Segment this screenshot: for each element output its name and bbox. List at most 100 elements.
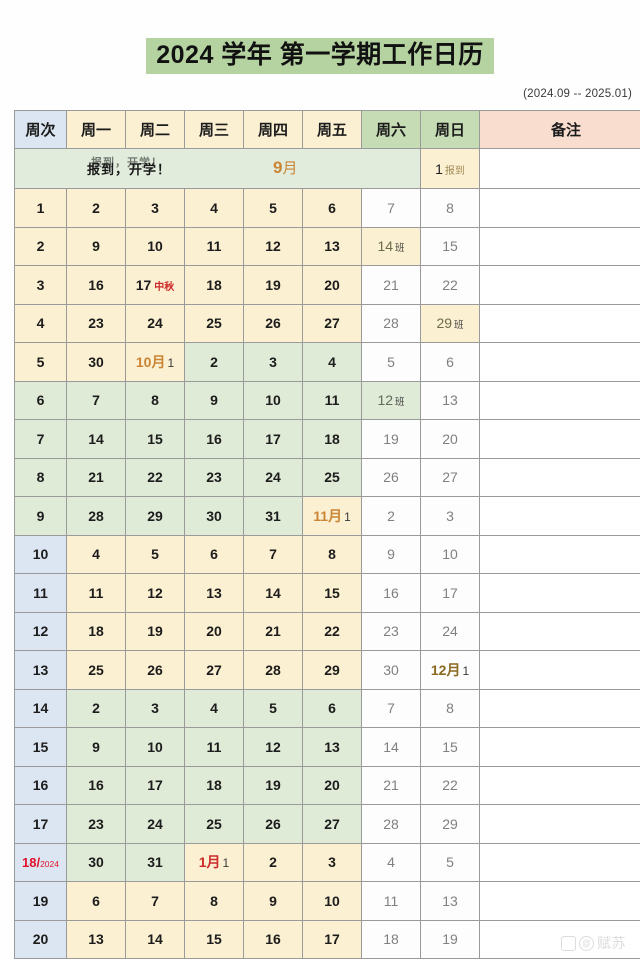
day-cell[interactable]: 16: [361, 573, 421, 613]
day-cell[interactable]: 20: [420, 419, 480, 459]
day-cell[interactable]: 14 班: [361, 226, 421, 266]
day-cell[interactable]: 27: [420, 457, 480, 497]
week-number-cell[interactable]: 14: [14, 688, 67, 728]
day-cell[interactable]: 20: [302, 765, 362, 805]
day-cell[interactable]: 13: [302, 226, 362, 266]
day-cell[interactable]: 26: [243, 303, 303, 343]
week-number-cell[interactable]: 5: [14, 342, 67, 382]
week-number-cell[interactable]: 4: [14, 303, 67, 343]
day-cell[interactable]: 25: [302, 457, 362, 497]
day-cell[interactable]: 5: [243, 188, 303, 228]
week-number-cell[interactable]: 6: [14, 380, 67, 420]
day-cell[interactable]: 6: [420, 342, 480, 382]
day-cell[interactable]: 11: [302, 380, 362, 420]
note-cell[interactable]: [479, 496, 640, 536]
day-cell[interactable]: 17: [125, 765, 185, 805]
day-cell[interactable]: 19: [420, 919, 480, 959]
day-cell[interactable]: 3: [243, 342, 303, 382]
day-cell[interactable]: 7: [243, 534, 303, 574]
day-cell[interactable]: 12: [243, 727, 303, 767]
day-cell[interactable]: 8: [420, 688, 480, 728]
week-number-cell[interactable]: 17: [14, 804, 67, 844]
day-cell[interactable]: 7: [361, 688, 421, 728]
day-cell[interactable]: 2: [66, 688, 126, 728]
day-cell[interactable]: 6: [66, 881, 126, 921]
day-cell[interactable]: 21: [361, 265, 421, 305]
day-cell[interactable]: 22: [420, 765, 480, 805]
day-cell[interactable]: 16: [66, 265, 126, 305]
day-cell[interactable]: 20: [302, 265, 362, 305]
day-cell[interactable]: 30: [66, 342, 126, 382]
day-cell[interactable]: 16: [66, 765, 126, 805]
week-number-cell[interactable]: 3: [14, 265, 67, 305]
day-cell[interactable]: 29 班: [420, 303, 480, 343]
day-cell[interactable]: 15: [125, 419, 185, 459]
day-cell[interactable]: 31: [243, 496, 303, 536]
day-cell[interactable]: 24: [125, 804, 185, 844]
day-cell[interactable]: 13: [420, 380, 480, 420]
day-cell[interactable]: 5: [361, 342, 421, 382]
note-cell[interactable]: [479, 457, 640, 497]
day-cell[interactable]: 12: [243, 226, 303, 266]
week-number-cell[interactable]: 13: [14, 650, 67, 690]
note-cell[interactable]: [479, 842, 640, 882]
day-cell[interactable]: 10: [125, 727, 185, 767]
week-number-cell[interactable]: 9: [14, 496, 67, 536]
day-cell[interactable]: 9: [184, 380, 244, 420]
day-cell[interactable]: 11: [184, 727, 244, 767]
note-cell[interactable]: [479, 265, 640, 305]
day-cell[interactable]: 28: [361, 804, 421, 844]
day-cell[interactable]: 31: [125, 842, 185, 882]
day-cell[interactable]: 10: [420, 534, 480, 574]
week-number-cell[interactable]: 18/2024: [14, 842, 67, 882]
day-cell[interactable]: 9: [66, 226, 126, 266]
day-cell[interactable]: 10: [125, 226, 185, 266]
day-cell[interactable]: 5: [243, 688, 303, 728]
day-cell[interactable]: 18: [66, 611, 126, 651]
day-cell[interactable]: 7: [125, 881, 185, 921]
day-cell[interactable]: 23: [66, 804, 126, 844]
day-cell[interactable]: 14: [243, 573, 303, 613]
day-cell[interactable]: 22: [125, 457, 185, 497]
day-cell[interactable]: 30: [184, 496, 244, 536]
day-cell[interactable]: 3: [420, 496, 480, 536]
day-cell[interactable]: 18: [361, 919, 421, 959]
day-cell[interactable]: 12: [125, 573, 185, 613]
day-cell[interactable]: 21: [66, 457, 126, 497]
day-cell[interactable]: 28: [66, 496, 126, 536]
week-number-cell[interactable]: 10: [14, 534, 67, 574]
day-cell[interactable]: 15: [420, 727, 480, 767]
day-cell[interactable]: 17: [420, 573, 480, 613]
week-number-cell[interactable]: 11: [14, 573, 67, 613]
day-cell[interactable]: 25: [184, 804, 244, 844]
day-cell[interactable]: 24: [420, 611, 480, 651]
day-cell[interactable]: 14: [361, 727, 421, 767]
note-cell[interactable]: [479, 188, 640, 228]
day-cell[interactable]: 8: [184, 881, 244, 921]
day-cell[interactable]: 26: [125, 650, 185, 690]
day-cell[interactable]: 8: [420, 188, 480, 228]
day-cell[interactable]: 8: [302, 534, 362, 574]
day-cell[interactable]: 3: [125, 688, 185, 728]
day-cell[interactable]: 21: [243, 611, 303, 651]
day-cell[interactable]: 4: [361, 842, 421, 882]
day-cell[interactable]: 9: [361, 534, 421, 574]
note-cell[interactable]: [479, 881, 640, 921]
day-cell[interactable]: 4: [66, 534, 126, 574]
day-cell[interactable]: 6: [184, 534, 244, 574]
day-cell[interactable]: 18: [184, 265, 244, 305]
note-cell[interactable]: [479, 380, 640, 420]
day-cell[interactable]: 29: [302, 650, 362, 690]
day-cell[interactable]: 11: [361, 881, 421, 921]
day-cell[interactable]: 1月 1: [184, 842, 244, 882]
day-cell[interactable]: 15: [302, 573, 362, 613]
day-cell[interactable]: 3: [125, 188, 185, 228]
day-cell[interactable]: 16: [243, 919, 303, 959]
day-cell[interactable]: 14: [66, 419, 126, 459]
day-cell[interactable]: 12月 1: [420, 650, 480, 690]
day-cell[interactable]: 13: [302, 727, 362, 767]
day-cell[interactable]: 10: [302, 881, 362, 921]
day-cell[interactable]: 17: [243, 419, 303, 459]
day-cell[interactable]: 22: [420, 265, 480, 305]
day-cell[interactable]: 3: [302, 842, 362, 882]
